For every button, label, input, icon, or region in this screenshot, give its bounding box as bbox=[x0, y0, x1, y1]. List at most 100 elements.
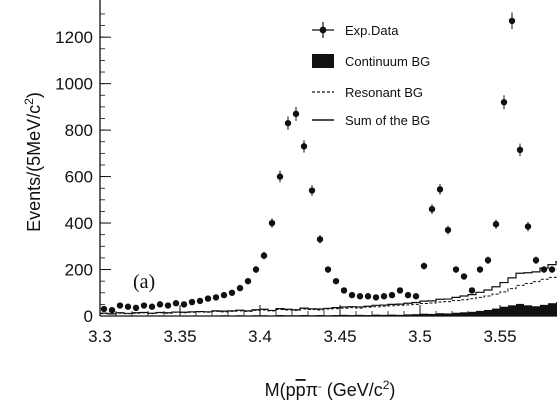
data-point bbox=[316, 235, 324, 244]
data-point bbox=[116, 302, 124, 309]
continuum-bg-bar bbox=[428, 313, 436, 316]
y-tick-label: 200 bbox=[65, 261, 93, 280]
legend-label-resonant-bg: Resonant BG bbox=[345, 85, 423, 100]
y-axis-title: Events/(5MeV/c2) bbox=[22, 92, 44, 232]
point-marker bbox=[492, 221, 500, 228]
point-marker bbox=[460, 273, 468, 280]
point-marker bbox=[532, 257, 540, 264]
x-axis-title-prefix: M(p bbox=[265, 380, 296, 400]
data-point bbox=[420, 262, 428, 270]
data-point bbox=[172, 300, 180, 307]
x-axis-title-sup: 2 bbox=[383, 378, 390, 392]
data-point bbox=[332, 277, 340, 285]
point-marker bbox=[364, 293, 372, 300]
continuum-bg-bar bbox=[420, 313, 428, 316]
continuum-bg-bar bbox=[548, 303, 556, 316]
y-axis-title-close: ) bbox=[24, 92, 44, 98]
point-marker bbox=[468, 287, 476, 294]
point-marker bbox=[132, 304, 140, 312]
data-point bbox=[452, 266, 460, 273]
point-marker bbox=[188, 298, 196, 306]
y-tick-label: 1000 bbox=[55, 75, 93, 94]
data-point bbox=[188, 298, 196, 306]
data-point bbox=[468, 287, 476, 294]
x-tick-label: 3.45 bbox=[323, 327, 356, 346]
continuum-bg-bar bbox=[372, 314, 380, 316]
point-marker bbox=[420, 262, 428, 270]
point-marker bbox=[316, 236, 324, 243]
data-point bbox=[268, 218, 276, 228]
data-point bbox=[252, 266, 260, 274]
point-marker bbox=[452, 266, 460, 273]
data-point bbox=[348, 291, 356, 299]
data-point bbox=[132, 304, 140, 312]
data-point bbox=[548, 266, 556, 273]
data-point bbox=[460, 273, 468, 280]
y-tick-label: 400 bbox=[65, 214, 93, 233]
data-point bbox=[140, 302, 148, 309]
continuum-bg-bar bbox=[524, 305, 532, 316]
continuum-bg-bar bbox=[436, 313, 444, 316]
continuum-bg-bar bbox=[404, 314, 412, 316]
y-tick-label: 600 bbox=[65, 168, 93, 187]
point-marker bbox=[140, 302, 148, 309]
y-tick-label: 1200 bbox=[55, 28, 93, 47]
data-point bbox=[108, 306, 116, 314]
data-point bbox=[508, 12, 516, 30]
data-point bbox=[204, 295, 212, 302]
point-marker bbox=[324, 266, 332, 273]
point-marker bbox=[500, 99, 508, 106]
data-point bbox=[500, 95, 508, 110]
x-axis-title-pi-charge: - bbox=[318, 381, 322, 393]
data-point bbox=[236, 284, 244, 292]
point-marker bbox=[356, 293, 364, 300]
data-point bbox=[308, 185, 316, 196]
continuum-bg-bar bbox=[540, 304, 548, 316]
data-point bbox=[324, 266, 332, 273]
data-point bbox=[180, 301, 188, 308]
data-point bbox=[196, 297, 204, 305]
x-tick-label: 3.3 bbox=[88, 327, 112, 346]
y-axis-title-text: Events/(5MeV/c bbox=[24, 105, 44, 232]
data-point bbox=[148, 303, 156, 310]
point-marker bbox=[396, 287, 404, 294]
x-axis-title-unit: (GeV/c bbox=[322, 380, 383, 400]
continuum-bg-bar bbox=[532, 306, 540, 316]
x-tick-label: 3.4 bbox=[248, 327, 272, 346]
legend-label-continuum-bg: Continuum BG bbox=[345, 54, 430, 69]
point-marker bbox=[524, 223, 532, 230]
point-marker bbox=[476, 266, 484, 273]
data-point bbox=[260, 251, 268, 260]
point-marker bbox=[292, 110, 300, 118]
data-point bbox=[396, 287, 404, 294]
continuum-bg-bar bbox=[492, 308, 500, 316]
data-point bbox=[516, 143, 524, 157]
point-marker bbox=[244, 277, 252, 285]
point-marker bbox=[340, 287, 348, 294]
continuum-bg-bar bbox=[388, 314, 396, 316]
point-marker bbox=[180, 301, 188, 308]
data-point bbox=[212, 294, 220, 301]
point-marker bbox=[372, 294, 380, 301]
point-marker bbox=[348, 291, 356, 299]
legend-label-sum-bg: Sum of the BG bbox=[345, 113, 430, 128]
data-point bbox=[156, 301, 164, 308]
continuum-bg-bar bbox=[500, 306, 508, 316]
point-marker bbox=[108, 306, 116, 314]
data-point bbox=[340, 287, 348, 294]
data-points bbox=[100, 12, 557, 314]
point-marker bbox=[156, 301, 164, 308]
data-point bbox=[284, 116, 292, 130]
legend-swatch-filled bbox=[312, 54, 334, 68]
point-marker bbox=[116, 302, 124, 309]
data-point bbox=[300, 140, 308, 153]
x-tick-label: 3.55 bbox=[483, 327, 516, 346]
legend-item-resonant-bg: Resonant BG bbox=[312, 85, 423, 100]
continuum-bg-bar bbox=[484, 309, 492, 316]
point-marker bbox=[252, 266, 260, 273]
point-marker bbox=[164, 302, 172, 309]
point-marker bbox=[220, 291, 228, 299]
x-axis-title-pi: π bbox=[306, 380, 318, 400]
data-point bbox=[220, 291, 228, 299]
